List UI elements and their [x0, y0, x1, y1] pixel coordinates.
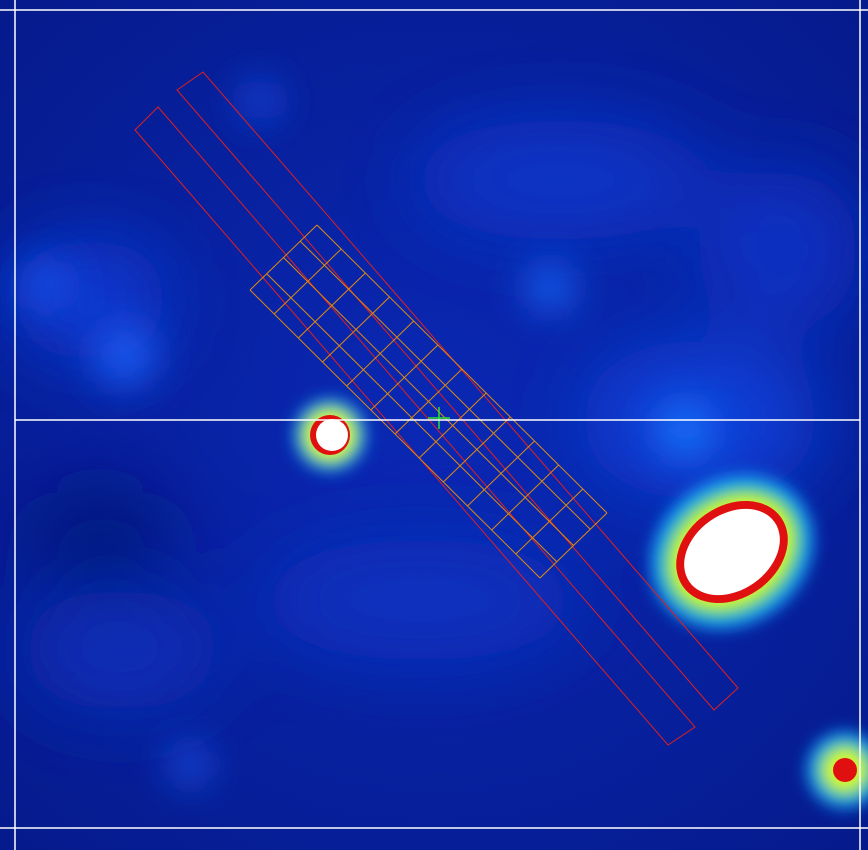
grid-cell-edge — [299, 240, 591, 530]
grid-cell-edge — [283, 257, 574, 546]
faint-sources — [20, 80, 711, 783]
grid-cell-edge — [249, 289, 541, 579]
source-core — [833, 758, 857, 782]
grid-cell-edge — [266, 273, 558, 563]
source-core — [316, 419, 348, 451]
target-marker — [428, 407, 450, 429]
slit-overlays — [134, 71, 739, 746]
slit — [134, 106, 696, 746]
grid-cell-edge — [316, 224, 608, 514]
slit — [176, 71, 739, 711]
ifu-grid — [249, 224, 608, 579]
source-core — [684, 508, 780, 596]
